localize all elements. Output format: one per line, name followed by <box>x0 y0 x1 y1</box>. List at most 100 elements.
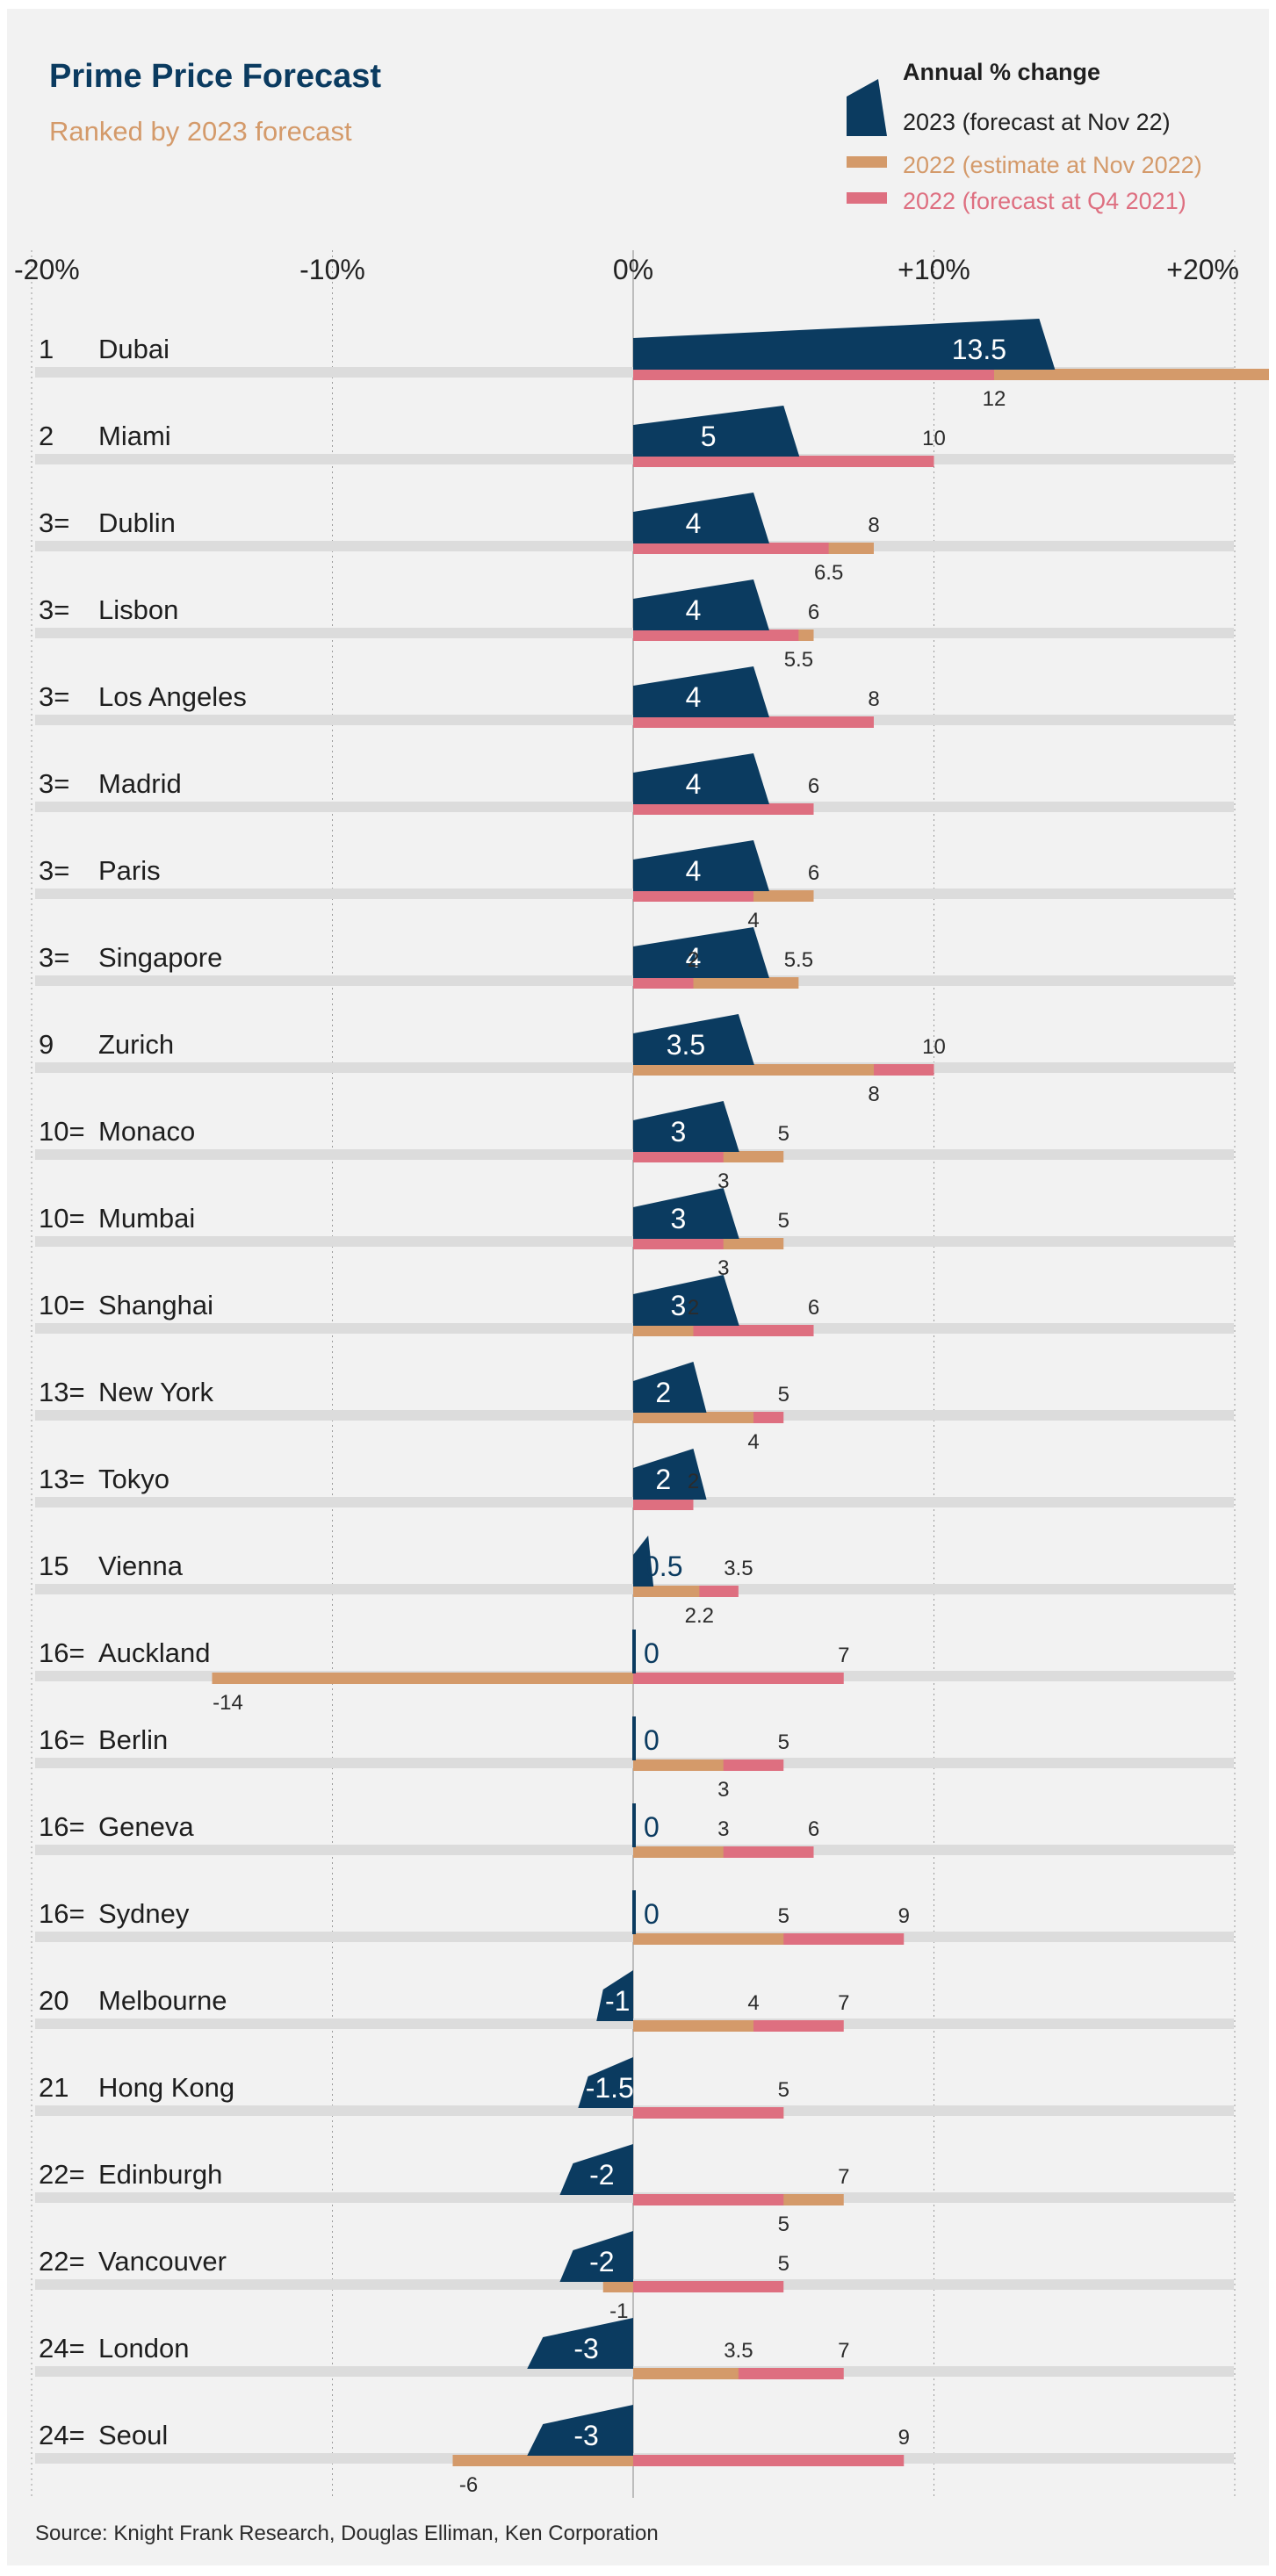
label-2022-estimate: 2 <box>688 1296 699 1320</box>
bar-2023-forecast <box>632 1716 636 1760</box>
city-label: Auckland <box>98 1637 211 1668</box>
city-row-berlin: 16= Berlin 0 3 5 <box>35 1716 1234 1802</box>
city-label: Vancouver <box>98 2246 227 2277</box>
city-row-madrid: 3= Madrid 4 6 <box>35 753 1234 815</box>
label-2023-forecast: -3 <box>573 2333 598 2364</box>
city-row-seoul: 24= Seoul -3 -6 9 <box>35 2405 1234 2497</box>
bar-2022-forecast <box>633 2281 784 2292</box>
city-row-new-york: 13= New York 2 45 <box>35 1362 1234 1454</box>
bar-2023-forecast <box>633 666 769 717</box>
city-label: Geneva <box>98 1811 194 1842</box>
label-2022-forecast: 5 <box>778 1383 789 1407</box>
x-tick-label: -10% <box>299 254 365 285</box>
label-2022-forecast: 3 <box>717 1256 729 1280</box>
bar-2023-forecast <box>633 927 769 978</box>
city-row-london: 24= London -3 3.5 7 <box>35 2318 1234 2379</box>
bar-2022-estimate <box>633 1064 874 1076</box>
label-2022-forecast: 4 <box>747 909 759 932</box>
city-label: Melbourne <box>98 1985 227 2016</box>
label-2023-forecast: 3 <box>670 1203 686 1234</box>
label-2022-estimate: 5 <box>778 1122 789 1146</box>
bar-2022-estimate <box>633 1933 784 1945</box>
city-label: London <box>98 2333 189 2364</box>
city-label: Sydney <box>98 1898 190 1929</box>
label-2022-forecast: 5.5 <box>784 648 813 672</box>
label-2023-forecast: 0 <box>644 1724 660 1756</box>
label-2022-estimate: 5 <box>778 1209 789 1233</box>
bar-2022-estimate <box>633 2020 753 2032</box>
bar-2022-forecast <box>633 456 934 467</box>
city-row-melbourne: 20 Melbourne -1 4 7 <box>35 1970 1234 2032</box>
label-2023-forecast: -3 <box>573 2420 598 2451</box>
bar-2023-forecast <box>559 2231 633 2282</box>
x-tick-label: 0% <box>613 254 653 285</box>
bar-2022-estimate <box>633 1325 694 1336</box>
bar-2022-forecast <box>633 543 829 554</box>
rank-label: 3= <box>39 768 69 799</box>
city-label: Tokyo <box>98 1464 169 1494</box>
city-label: Miami <box>98 421 171 451</box>
label-2022-estimate: 5 <box>778 2078 789 2102</box>
bar-2022-forecast <box>633 2107 784 2119</box>
bar-2022-forecast <box>633 2455 905 2466</box>
rank-label: 22= <box>39 2159 85 2190</box>
label-2022-estimate: 7 <box>838 2165 849 2189</box>
rank-label: 3= <box>39 681 69 712</box>
rank-label: 13= <box>39 1464 85 1494</box>
city-row-paris: 3= Paris 4 6 4 <box>35 840 1234 932</box>
label-2022-estimate: 8 <box>868 514 879 537</box>
city-label: Mumbai <box>98 1203 195 1234</box>
label-2023-forecast: 4 <box>686 855 702 887</box>
bar-2022-estimate <box>633 1412 753 1423</box>
city-row-edinburgh: 22= Edinburgh -2 7 5 <box>35 2144 1234 2236</box>
bar-2022-estimate <box>602 2281 633 2292</box>
rank-label: 3= <box>39 855 69 886</box>
rows: 1 Dubai 13.5 12 2 Miami 5 10 3= Dublin 4 8 6.5 3= Lisb… <box>35 319 1269 2497</box>
label-2022-estimate: 8 <box>868 687 879 711</box>
label-2023-forecast: 4 <box>686 594 702 626</box>
bar-2023-forecast <box>527 2405 633 2456</box>
label-2023-forecast: -1.5 <box>586 2072 634 2104</box>
bar-2023-forecast <box>559 2144 633 2195</box>
source-note: Source: Knight Frank Research, Douglas E… <box>35 2522 659 2545</box>
bar-2022-estimate <box>212 1673 633 1684</box>
bar-2022-estimate <box>452 2455 633 2466</box>
city-label: Vienna <box>98 1551 184 1581</box>
label-2023-forecast: 3 <box>670 1116 686 1148</box>
city-label: Monaco <box>98 1116 195 1147</box>
label-2023-forecast: 2 <box>655 1377 671 1408</box>
rank-label: 10= <box>39 1203 85 1234</box>
rank-label: 16= <box>39 1724 85 1755</box>
city-label: Lisbon <box>98 594 178 625</box>
bar-2022-estimate <box>633 2368 739 2379</box>
label-2022-estimate: 4 <box>747 1991 759 2015</box>
legend: Annual % change 2023 (forecast at Nov 22… <box>847 59 1202 214</box>
city-row-los-angeles: 3= Los Angeles 4 8 <box>35 666 1234 728</box>
label-2022-forecast: 7 <box>838 2339 849 2363</box>
legend-title: Annual % change <box>903 59 1100 85</box>
city-row-geneva: 16= Geneva 0 3 6 <box>35 1803 1234 1858</box>
label-2022-forecast: 9 <box>898 1904 910 1928</box>
label-2022-estimate: -1 <box>609 2299 628 2323</box>
label-2022-estimate: 10 <box>922 427 946 450</box>
label-2022-forecast: 6.5 <box>814 561 843 585</box>
bar-2023-forecast <box>633 1014 754 1065</box>
city-row-miami: 2 Miami 5 10 <box>35 406 1234 467</box>
bar-2023-forecast <box>633 406 800 457</box>
label-2022-forecast: 9 <box>898 2426 910 2450</box>
label-2022-estimate: 6 <box>808 774 819 798</box>
label-2023-forecast: 4 <box>686 507 702 539</box>
city-label: Dublin <box>98 507 176 538</box>
bar-2023-forecast <box>633 1275 739 1326</box>
label-2022-estimate: 6 <box>808 601 819 624</box>
rank-label: 15 <box>39 1551 68 1581</box>
bar-2022-estimate <box>633 1846 724 1858</box>
label-2022-estimate: 3.5 <box>724 2339 753 2363</box>
rank-label: 3= <box>39 507 69 538</box>
city-row-monaco: 10= Monaco 3 5 3 <box>35 1101 1234 1193</box>
label-2023-forecast: 0 <box>644 1898 660 1930</box>
label-2022-forecast: 2 <box>688 948 699 972</box>
city-row-lisbon: 3= Lisbon 4 6 5.5 <box>35 579 1234 672</box>
label-2022-forecast: 5 <box>778 2213 789 2236</box>
